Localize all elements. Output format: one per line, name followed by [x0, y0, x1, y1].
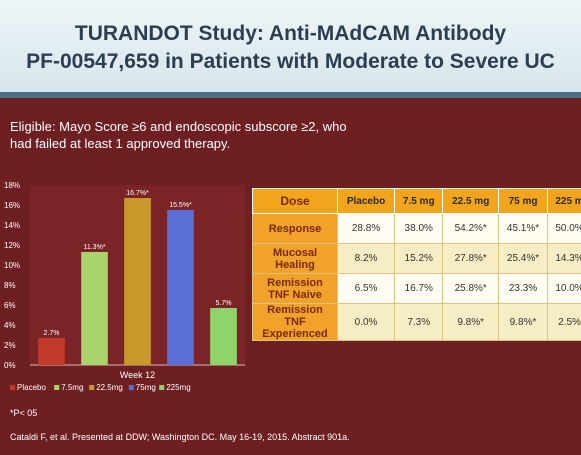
legend-swatch [159, 385, 165, 390]
table-cell: 27.8%* [442, 243, 499, 274]
data-label: 16.7%* [126, 190, 149, 197]
table-cell: 38.0% [394, 213, 444, 244]
data-label: 5.7% [216, 300, 232, 307]
legend-entry: 75mg [136, 383, 156, 392]
y-tick-label: 2% [4, 341, 16, 350]
data-label: 15.5%* [169, 202, 192, 209]
results-table: Dose Placebo 7.5 mg 22.5 mg 75 mg 225 m … [252, 188, 581, 341]
pvalue-note: *P< 05 [10, 408, 38, 418]
row-label: Mucosal Healing [252, 243, 338, 274]
table-row: Mucosal Healing 8.2% 15.2% 27.8%* 25.4%*… [252, 243, 581, 274]
y-tick-label: 18% [4, 181, 20, 190]
table-header-cell: Dose [252, 188, 338, 214]
table-row: Remission TNF Naive 6.5% 16.7% 25.8%* 23… [252, 273, 581, 304]
table-cell: 10.0% [547, 273, 581, 304]
table-cell: 15.2% [394, 243, 444, 274]
slide-header: TURANDOT Study: Anti-MAdCAM Antibody PF-… [0, 0, 581, 98]
table-cell: 25.8%* [442, 273, 499, 304]
y-tick-label: 4% [4, 321, 16, 330]
y-tick-label: 12% [4, 241, 20, 250]
data-label: 11.3%* [83, 244, 105, 251]
slide-title-line1: TURANDOT Study: Anti-MAdCAM Antibody [74, 22, 507, 45]
y-tick-label: 10% [4, 261, 20, 270]
table-cell: 23.3% [497, 273, 549, 304]
data-label: 2.7% [44, 330, 60, 337]
y-tick-label: 14% [4, 221, 20, 230]
legend-entry: Placebo [17, 383, 46, 392]
table-row: Response 28.8% 38.0% 54.2%* 45.1%* 50.0% [252, 213, 581, 244]
legend-swatch [128, 385, 134, 390]
legend-entry: 7.5mg [61, 383, 83, 392]
table-cell: 6.5% [336, 273, 396, 304]
row-label: Remission TNF Naive [252, 273, 338, 304]
bar [38, 338, 65, 365]
legend-swatch [10, 385, 15, 390]
y-tick-label: 8% [4, 281, 16, 290]
table-cell: 45.1%* [497, 213, 549, 244]
legend-entry: 225mg [166, 383, 190, 392]
bar [210, 308, 237, 365]
y-tick-label: 0% [4, 361, 16, 370]
table-cell: 8.2% [336, 243, 396, 274]
table-row: Remission TNF Experienced 0.0% 7.3% 9.8%… [252, 303, 581, 341]
table-header-cell: 225 m [547, 188, 581, 214]
table-header-cell: Placebo [336, 188, 396, 214]
row-label: Response [252, 213, 338, 244]
table-header-cell: 22.5 mg [442, 188, 499, 214]
table-cell: 50.0% [547, 213, 581, 244]
table-cell: 14.3% [547, 243, 581, 274]
bar-chart: 0% 2% 4% 6% 8% 10% 12% 14% 16% 18% 2.7% 11.3%* 16.7%… [4, 181, 245, 392]
table-header-cell: 7.5 mg [394, 188, 444, 214]
table-header-row: Dose Placebo 7.5 mg 22.5 mg 75 mg 225 m [252, 188, 581, 214]
legend-entry: 22.5mg [96, 383, 123, 392]
table-header-cell: 75 mg [497, 188, 549, 214]
legend-swatch [89, 385, 95, 390]
legend-swatch [54, 385, 60, 390]
eligibility-text: Eligible: Mayo Score ≥6 and endoscopic s… [10, 119, 347, 151]
table-cell: 25.4%* [497, 243, 549, 274]
x-axis-label: Week 12 [120, 370, 155, 380]
bar [167, 210, 194, 365]
table-cell: 9.8%* [497, 303, 549, 341]
bar [124, 198, 151, 365]
y-tick-label: 6% [4, 301, 16, 310]
slide-title-line2: PF-00547,659 in Patients with Moderate t… [26, 50, 555, 73]
row-label: Remission TNF Experienced [252, 303, 338, 341]
y-tick-label: 16% [4, 201, 20, 210]
table-cell: 0.0% [336, 303, 396, 341]
table-cell: 16.7% [394, 273, 444, 304]
table-cell: 28.8% [336, 213, 396, 244]
table-cell: 7.3% [394, 303, 444, 341]
citation-note: Cataldi F, et al. Presented at DDW; Wash… [10, 432, 350, 442]
table-cell: 54.2%* [442, 213, 499, 244]
bar [81, 252, 108, 365]
table-cell: 9.8%* [442, 303, 499, 341]
table-cell: 2.5% [547, 303, 581, 341]
